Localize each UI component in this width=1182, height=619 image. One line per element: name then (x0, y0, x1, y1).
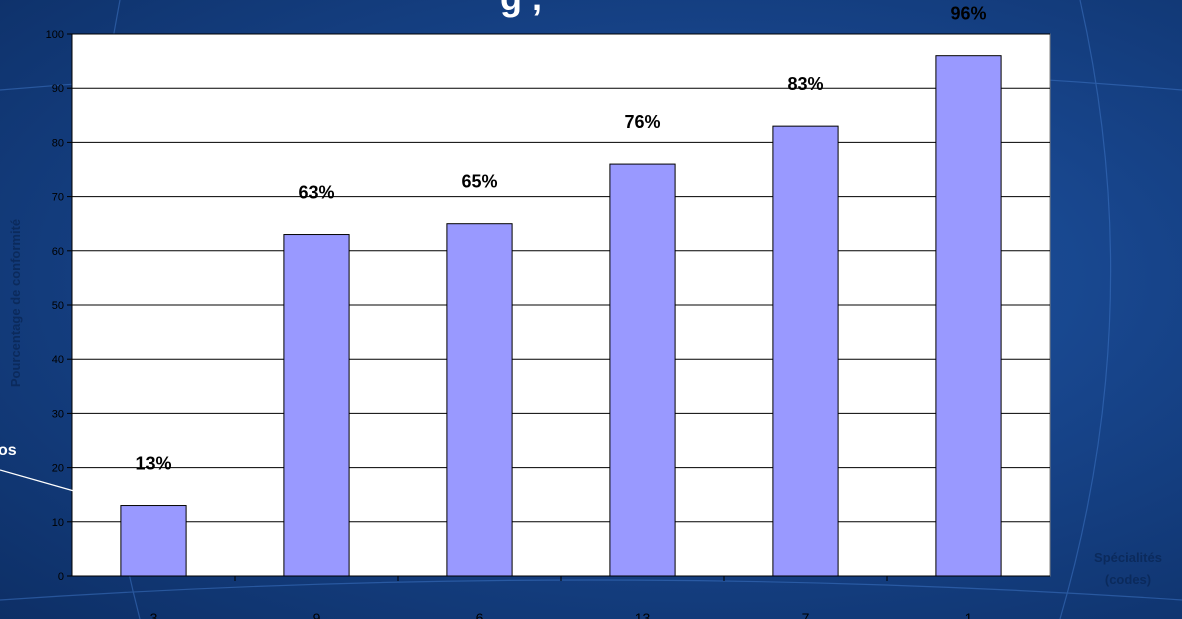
bar-7 (772, 125, 839, 577)
data-label-3: 13% (135, 454, 171, 474)
x-axis-tick-labels: 3 9 6 13 7 1 (150, 576, 973, 619)
data-labels: 13% 63% 65% 76% 83% 96% (135, 4, 986, 474)
x-axis-title-line-2: (codes) (1105, 572, 1151, 587)
y-axis-tick-labels: 0 10 20 30 40 50 60 70 80 90 100 (46, 29, 72, 583)
y-tick-label: 60 (52, 246, 64, 258)
y-tick-label: 10 (52, 517, 64, 529)
slide-title-fragment: g , (500, 0, 542, 18)
y-tick-label: 30 (52, 408, 64, 420)
gridlines (72, 33, 1050, 523)
y-tick-label: 100 (46, 29, 64, 41)
data-label-9: 63% (298, 183, 334, 203)
y-tick-label: 0 (58, 571, 64, 583)
data-label-6: 65% (461, 172, 497, 192)
x-tick-label-7: 7 (802, 610, 810, 619)
y-tick-label: 80 (52, 137, 64, 149)
bar-6 (446, 223, 513, 577)
y-axis-title: Pourcentage de conformité (8, 219, 23, 387)
side-text-fragment: os (0, 442, 17, 459)
data-label-13: 76% (624, 112, 660, 132)
data-label-1: 96% (950, 4, 986, 24)
bar-9 (283, 234, 350, 577)
callout-line (0, 469, 75, 492)
x-tick-label-3: 3 (150, 610, 158, 619)
x-tick-label-1: 1 (965, 610, 973, 619)
y-tick-label: 70 (52, 192, 64, 204)
x-tick-label-13: 13 (635, 610, 651, 619)
x-axis-title-line-1: Spécialités (1094, 550, 1162, 565)
x-tick-label-6: 6 (476, 610, 484, 619)
bar-13 (609, 163, 676, 577)
bar-3 (120, 505, 187, 577)
bar-1 (935, 55, 1002, 577)
data-label-7: 83% (787, 74, 823, 94)
bars (120, 55, 1002, 577)
y-tick-label: 20 (52, 463, 64, 475)
y-tick-label: 50 (52, 300, 64, 312)
x-tick-label-9: 9 (313, 610, 321, 619)
y-tick-label: 90 (52, 83, 64, 95)
y-tick-label: 40 (52, 354, 64, 366)
